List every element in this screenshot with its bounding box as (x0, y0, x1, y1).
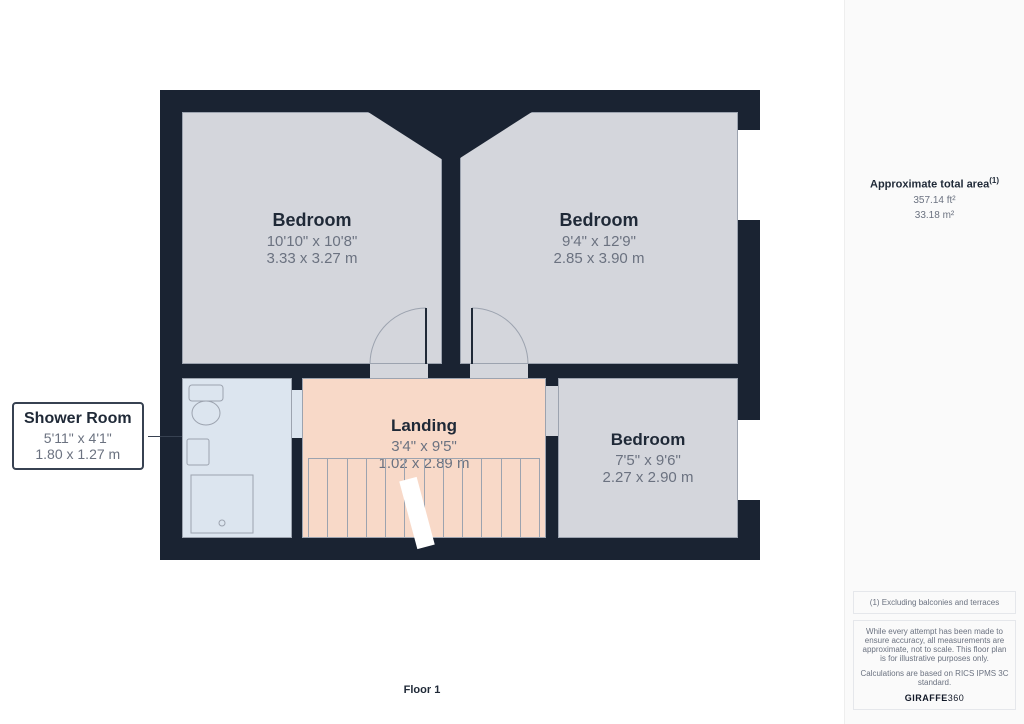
bedroom-2-metric: 2.85 x 3.90 m (554, 250, 645, 267)
door-opening-bed3 (546, 386, 558, 436)
bedroom-3-label: Bedroom (611, 430, 686, 450)
disclaimer-text: While every attempt has been made to ens… (860, 627, 1009, 663)
area-title: Approximate total area(1) (857, 176, 1012, 191)
window-right-bottom (738, 420, 760, 500)
floorplan-canvas: Bedroom 10'10" x 10'8" 3.33 x 3.27 m Bed… (0, 0, 844, 724)
bedroom-2-imperial: 9'4" x 12'9" (562, 233, 636, 250)
wall-bottom (160, 538, 760, 560)
callout-leader (148, 436, 182, 437)
door-opening-shower (292, 390, 302, 438)
calc-note: Calculations are based on RICS IPMS 3C s… (860, 669, 1009, 687)
landing-label: Landing (379, 416, 470, 436)
room-shower (182, 378, 292, 538)
wall-horizontal-mid (182, 364, 738, 378)
floor-title: Floor 1 (0, 684, 844, 696)
chimney-breast (365, 110, 535, 165)
door-arc-bed1 (368, 306, 428, 366)
bedroom-3-metric: 2.27 x 2.90 m (603, 469, 694, 486)
door-opening-bed1 (370, 364, 428, 378)
bedroom-3-imperial: 7'5" x 9'6" (615, 452, 681, 469)
brand-a: GIRAFFE (905, 693, 948, 703)
wall-left (160, 90, 182, 560)
room-bedroom-3: Bedroom 7'5" x 9'6" 2.27 x 2.90 m (558, 378, 738, 538)
window-right-top (738, 130, 760, 220)
bedroom-1-label: Bedroom (272, 210, 351, 231)
area-title-sup: (1) (989, 176, 999, 185)
area-summary: Approximate total area(1) 357.14 ft² 33.… (857, 176, 1012, 221)
bedroom-1-metric: 3.33 x 3.27 m (267, 250, 358, 267)
door-opening-bed2 (470, 364, 528, 378)
area-m: 33.18 m² (857, 210, 1012, 221)
footnotes: (1) Excluding balconies and terraces Whi… (853, 585, 1016, 710)
bedroom-2-label: Bedroom (559, 210, 638, 231)
plan-wrapper: Bedroom 10'10" x 10'8" 3.33 x 3.27 m Bed… (160, 90, 760, 560)
disclaimer-box: While every attempt has been made to ens… (853, 620, 1016, 710)
wall-top (160, 90, 760, 112)
landing-imperial: 3'4" x 9'5" (379, 438, 470, 455)
sidebar: Approximate total area(1) 357.14 ft² 33.… (844, 0, 1024, 724)
shower-label: Shower Room (24, 410, 132, 428)
area-ft: 357.14 ft² (857, 195, 1012, 206)
shower-imperial: 5'11" x 4'1" (24, 430, 132, 446)
callout-shower: Shower Room 5'11" x 4'1" 1.80 x 1.27 m (12, 402, 144, 470)
brand: GIRAFFE360 (860, 693, 1009, 703)
bedroom-1-imperial: 10'10" x 10'8" (267, 233, 358, 250)
door-arc-bed2 (470, 306, 530, 366)
brand-b: 360 (948, 693, 965, 703)
footnote-1: (1) Excluding balconies and terraces (853, 591, 1016, 614)
shower-metric: 1.80 x 1.27 m (24, 446, 132, 462)
area-title-text: Approximate total area (870, 179, 989, 191)
